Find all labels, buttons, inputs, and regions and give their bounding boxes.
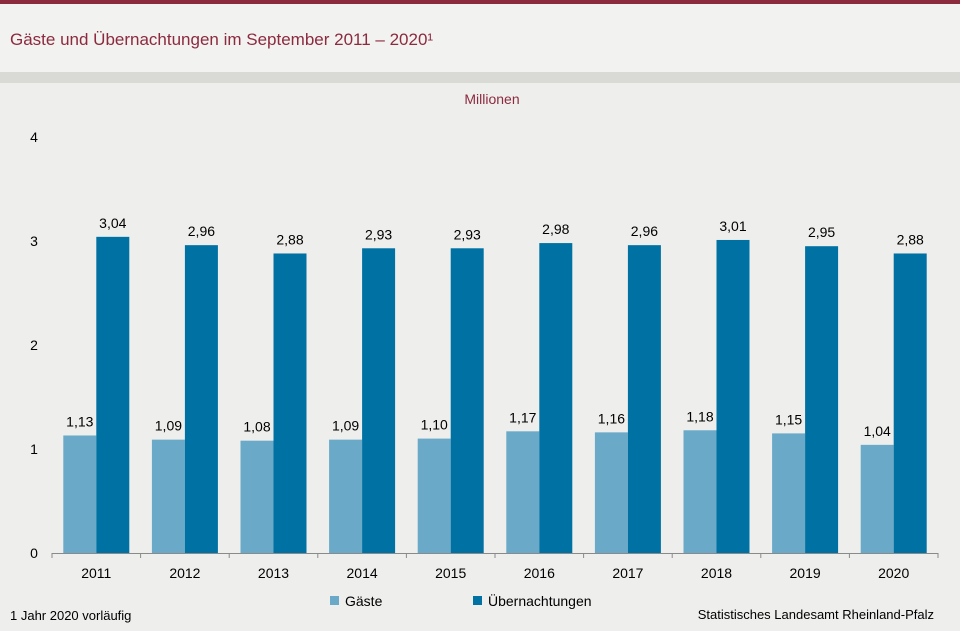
x-tick-label: 2016 <box>524 565 555 581</box>
bar-uebernachtungen <box>627 245 661 553</box>
x-tick-label: 2020 <box>878 565 909 581</box>
data-label: 1,13 <box>66 413 93 429</box>
x-tick-label: 2012 <box>169 565 200 581</box>
x-tick-label: 2013 <box>258 565 289 581</box>
bar-uebernachtungen <box>805 246 839 553</box>
bar-uebernachtungen <box>96 236 130 553</box>
legend-label: Gäste <box>345 593 383 609</box>
bar-gaeste <box>63 435 97 553</box>
data-label: 3,04 <box>99 215 126 231</box>
data-label: 2,96 <box>631 223 658 239</box>
legend-swatch <box>473 596 482 605</box>
data-label: 2,95 <box>808 224 835 240</box>
bar-gaeste <box>594 432 628 553</box>
x-tick-label: 2017 <box>612 565 643 581</box>
y-tick-label: 4 <box>30 129 38 145</box>
data-label: 1,10 <box>421 417 448 433</box>
x-tick-label: 2014 <box>347 565 378 581</box>
x-tick-label: 2019 <box>790 565 821 581</box>
data-label: 3,01 <box>719 218 746 234</box>
data-label: 1,09 <box>155 418 182 434</box>
data-label: 2,93 <box>365 226 392 242</box>
bar-gaeste <box>151 439 185 553</box>
separator-band <box>0 72 960 83</box>
data-label: 2,88 <box>276 231 303 247</box>
bar-gaeste <box>329 439 363 553</box>
bar-gaeste <box>772 433 806 553</box>
bar-uebernachtungen <box>716 239 750 553</box>
chart-title: Gäste und Übernachtungen im September 20… <box>10 30 434 49</box>
x-tick-label: 2011 <box>81 565 111 581</box>
data-label: 1,04 <box>864 423 891 439</box>
y-tick-label: 0 <box>30 545 38 561</box>
bar-gaeste <box>683 430 717 553</box>
chart-area: Millionen 0 1 2 3 4 1,13 3,04 2011 1,09 2,96 2012 1,… <box>0 83 960 631</box>
legend-swatch <box>330 596 339 605</box>
bar-chart: Millionen 0 1 2 3 4 1,13 3,04 2011 1,09 2,96 2012 1,… <box>30 91 939 609</box>
data-label: 2,93 <box>454 226 481 242</box>
y-tick-label: 1 <box>30 441 38 457</box>
data-label: 2,98 <box>542 221 569 237</box>
title-area: Gäste und Übernachtungen im September 20… <box>0 4 960 72</box>
bar-uebernachtungen <box>184 245 218 553</box>
bar-uebernachtungen <box>450 248 484 553</box>
source-note: Statistisches Landesamt Rheinland-Pfalz <box>697 607 934 622</box>
bar-gaeste <box>417 438 451 553</box>
data-label: 2,88 <box>897 231 924 247</box>
bar-uebernachtungen <box>539 243 573 553</box>
unit-label: Millionen <box>464 91 519 107</box>
top-accent-bar <box>0 0 960 4</box>
bar-gaeste <box>240 440 274 553</box>
data-label: 1,09 <box>332 418 359 434</box>
bar-gaeste <box>860 444 894 553</box>
x-tick-label: 2018 <box>701 565 732 581</box>
data-label: 2,96 <box>188 223 215 239</box>
data-label: 1,16 <box>598 410 625 426</box>
bar-uebernachtungen <box>362 248 396 553</box>
data-label: 1,18 <box>686 408 713 424</box>
data-label: 1,15 <box>775 411 802 427</box>
x-tick-label: 2015 <box>435 565 466 581</box>
bar-uebernachtungen <box>273 253 307 554</box>
y-tick-label: 3 <box>30 233 38 249</box>
legend-label: Übernachtungen <box>488 592 592 609</box>
bar-gaeste <box>506 431 540 553</box>
data-label: 1,17 <box>509 409 536 425</box>
data-label: 1,08 <box>243 419 270 435</box>
footnote: 1 Jahr 2020 vorläufig <box>10 608 132 623</box>
y-tick-label: 2 <box>30 337 38 353</box>
bar-uebernachtungen <box>893 253 927 554</box>
